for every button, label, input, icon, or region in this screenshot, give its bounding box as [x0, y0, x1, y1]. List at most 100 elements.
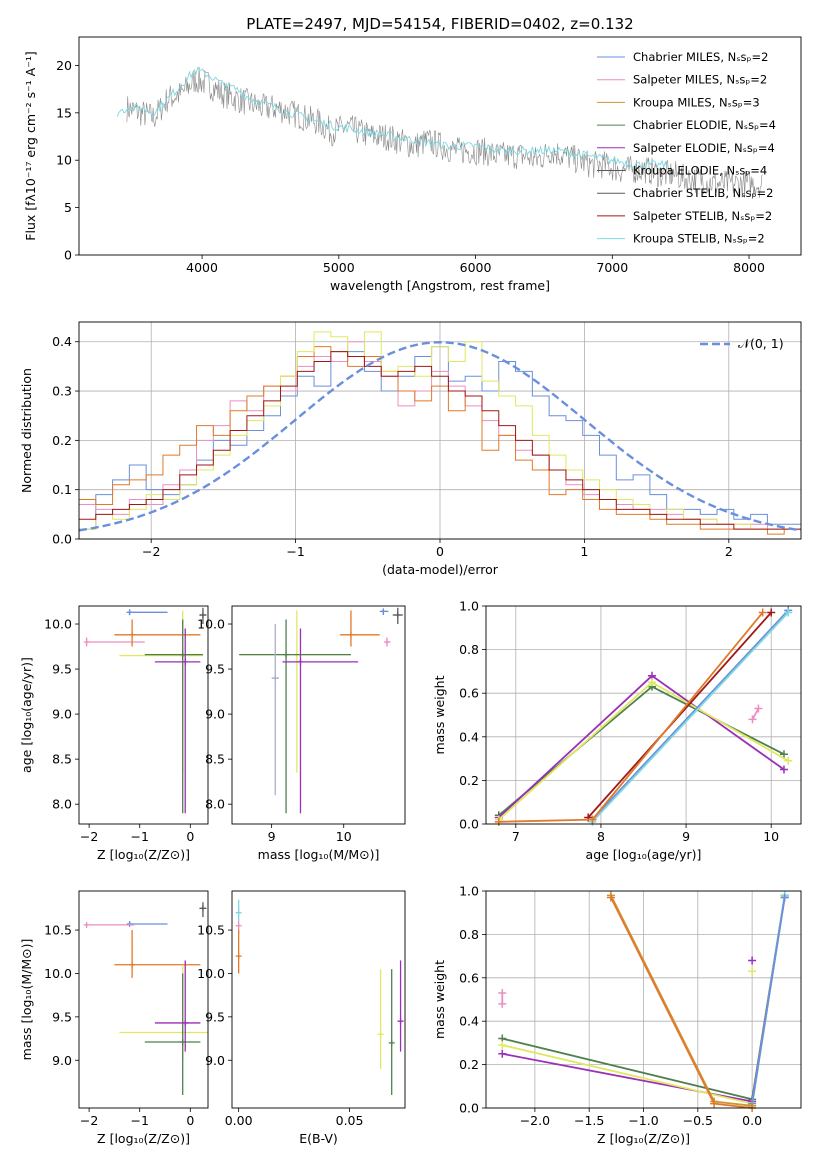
age-vs-mass-x-axis-label: mass [log₁₀(M/M⊙)]	[258, 847, 380, 862]
mass-vs-z-y-tick-label: 10.0	[44, 966, 72, 981]
age-vs-mass-point-marker	[394, 612, 401, 619]
mass-weight-vs-z-series-marker	[606, 893, 615, 902]
spectrum-legend-label: Chabrier STELIB, Nₛsₚ=2	[633, 186, 773, 200]
age-vs-mass-x-tick-label: 10	[336, 829, 352, 844]
mass-vs-z-point-marker	[126, 920, 133, 927]
mass-weight-vs-z-series-marker	[498, 1049, 507, 1058]
spectrum-y-axis-label: Flux [fλ10⁻¹⁷ erg cm⁻² s⁻¹ A⁻¹]	[23, 51, 38, 240]
spectrum-line-model	[116, 66, 668, 170]
mass-weight-vs-age-series-line	[591, 609, 789, 821]
spectrum-y-tick-label: 0	[64, 248, 72, 263]
age-vs-z-y-tick-label: 9.5	[52, 662, 72, 677]
age-vs-mass-y-tick-label: 10.0	[197, 617, 225, 632]
mass-weight-vs-age-y-tick-label: 0.8	[459, 642, 479, 657]
spectrum-x-tick-label: 6000	[460, 260, 492, 275]
mass-weight-vs-age-y-tick-label: 0.4	[459, 729, 479, 744]
mass-weight-vs-age-series-line	[498, 685, 785, 816]
mass-weight-vs-z-x-tick-label: −1.5	[574, 1113, 604, 1128]
spectrum-x-tick-label: 4000	[186, 260, 218, 275]
mass-weight-vs-z-y-axis-label: mass weight	[432, 960, 447, 1039]
residuals-x-axis-label: (data-model)/error	[382, 562, 499, 577]
mass-weight-vs-z-x-tick-label: 0.0	[742, 1113, 762, 1128]
mass-weight-vs-z-series-marker	[748, 967, 757, 976]
residuals-x-tick-label: 1	[580, 544, 588, 559]
residuals-y-tick-label: 0.1	[52, 482, 72, 497]
age-vs-z-frame	[78, 605, 209, 825]
mass-weight-vs-z-y-tick-label: 0.2	[459, 1057, 479, 1072]
mass-weight-vs-z-series-line	[610, 894, 753, 1107]
normal-curve	[79, 340, 801, 532]
mass-vs-ebv-x-axis-label: E(B-V)	[299, 1131, 338, 1146]
spectrum-y-tick-label: 20	[56, 58, 72, 73]
mass-weight-vs-age-y-tick-label: 0.2	[459, 773, 479, 788]
spectrum-x-tick-label: 8000	[733, 260, 765, 275]
mass-vs-ebv-axes	[228, 929, 350, 1112]
mass-weight-vs-age-y-tick-label: 1.0	[459, 599, 479, 614]
mass-weight-vs-age-series-marker	[779, 750, 788, 759]
age-vs-mass-frame	[231, 605, 406, 825]
mass-vs-ebv-point-marker	[397, 1018, 404, 1025]
mass-weight-vs-age-series-marker	[494, 817, 503, 826]
mass-weight-vs-z-x-tick-label: −1.0	[628, 1113, 658, 1128]
residual-histogram-2	[79, 346, 801, 539]
mass-weight-vs-age-x-tick-label: 9	[682, 829, 690, 844]
mass-weight-vs-age-series-line	[751, 708, 760, 720]
mass-weight-vs-age-series-line	[587, 611, 772, 819]
mass-weight-vs-z-series-marker	[748, 956, 757, 965]
mass-weight-vs-age-x-tick-label: 8	[597, 829, 605, 844]
spectrum-legend-label: Chabrier ELODIE, Nₛsₚ=4	[633, 118, 776, 132]
mass-vs-ebv-point-marker	[235, 922, 242, 929]
residuals-y-tick-label: 0.4	[52, 334, 72, 349]
mass-weight-vs-age-series-marker	[767, 608, 776, 617]
mass-weight-vs-age-y-tick-label: 0.0	[459, 817, 479, 832]
mass-weight-vs-age-y-tick-label: 0.6	[459, 686, 479, 701]
mass-vs-z-y-tick-label: 9.0	[52, 1053, 72, 1068]
mass-vs-z-x-tick-label: −2	[80, 1113, 98, 1128]
spectrum-y-tick-label: 10	[56, 153, 72, 168]
residuals-x-tick-label: −1	[286, 544, 304, 559]
mass-vs-ebv-point-marker	[377, 1031, 384, 1038]
residuals-x-tick-label: 2	[725, 544, 733, 559]
residual-histogram-3	[79, 331, 801, 539]
mass-weight-vs-z-series-marker	[498, 1041, 507, 1050]
mass-weight-vs-z-y-tick-label: 0.6	[459, 970, 479, 985]
mass-vs-ebv-point-marker	[388, 1039, 395, 1046]
spectrum-axes	[75, 65, 750, 259]
mass-vs-ebv-y-tick-label: 10.5	[197, 923, 225, 938]
mass-vs-ebv-frame	[231, 890, 406, 1109]
spectrum-x-tick-label: 7000	[596, 260, 628, 275]
age-vs-z-point-marker	[126, 609, 133, 616]
mass-weight-vs-z-series-marker	[498, 999, 507, 1008]
mass-weight-vs-age-series-marker	[784, 756, 793, 765]
age-vs-z-point-marker	[199, 612, 206, 619]
mass-vs-z-axes	[75, 929, 191, 1112]
mass-weight-vs-age-series-marker	[758, 608, 767, 617]
mass-weight-vs-age-series-marker	[784, 608, 793, 617]
mass-vs-ebv-y-tick-label: 9.0	[205, 1053, 225, 1068]
age-vs-z-y-tick-label: 10.0	[44, 617, 72, 632]
spectrum-x-axis-label: wavelength [Angstrom, rest frame]	[330, 278, 550, 293]
figure-title: PLATE=2497, MJD=54154, FIBERID=0402, z=0…	[246, 15, 633, 33]
mass-weight-vs-z-x-axis-label: Z [log₁₀(Z/Z⊙)]	[597, 1131, 690, 1146]
age-vs-mass-point-marker	[383, 639, 390, 646]
age-vs-z-point-marker	[83, 639, 90, 646]
mass-vs-z-point-marker	[129, 961, 136, 968]
spectrum-legend-label: Salpeter STELIB, Nₛsₚ=2	[633, 209, 772, 223]
mass-vs-z-frame	[78, 890, 209, 1109]
age-vs-mass-y-tick-label: 9.0	[205, 707, 225, 722]
age-vs-mass-y-tick-label: 9.5	[205, 662, 225, 677]
mass-weight-vs-age-series-line	[498, 674, 785, 819]
mass-vs-z-point-marker	[83, 921, 90, 928]
spectrum-frame	[78, 36, 802, 256]
mass-weight-vs-age-series-marker	[648, 678, 657, 687]
residuals-y-axis-label: Normed distribution	[19, 368, 34, 493]
age-vs-mass-point-marker	[347, 631, 354, 638]
residuals-x-tick-label: 0	[436, 544, 444, 559]
residuals-y-tick-label: 0.3	[52, 384, 72, 399]
mass-vs-ebv-y-tick-label: 9.5	[205, 1009, 225, 1024]
age-vs-z-point-marker	[129, 631, 136, 638]
age-vs-mass-y-tick-label: 8.5	[205, 752, 225, 767]
mass-weight-vs-z-series-line	[751, 897, 786, 1104]
age-vs-z-y-tick-label: 9.0	[52, 707, 72, 722]
